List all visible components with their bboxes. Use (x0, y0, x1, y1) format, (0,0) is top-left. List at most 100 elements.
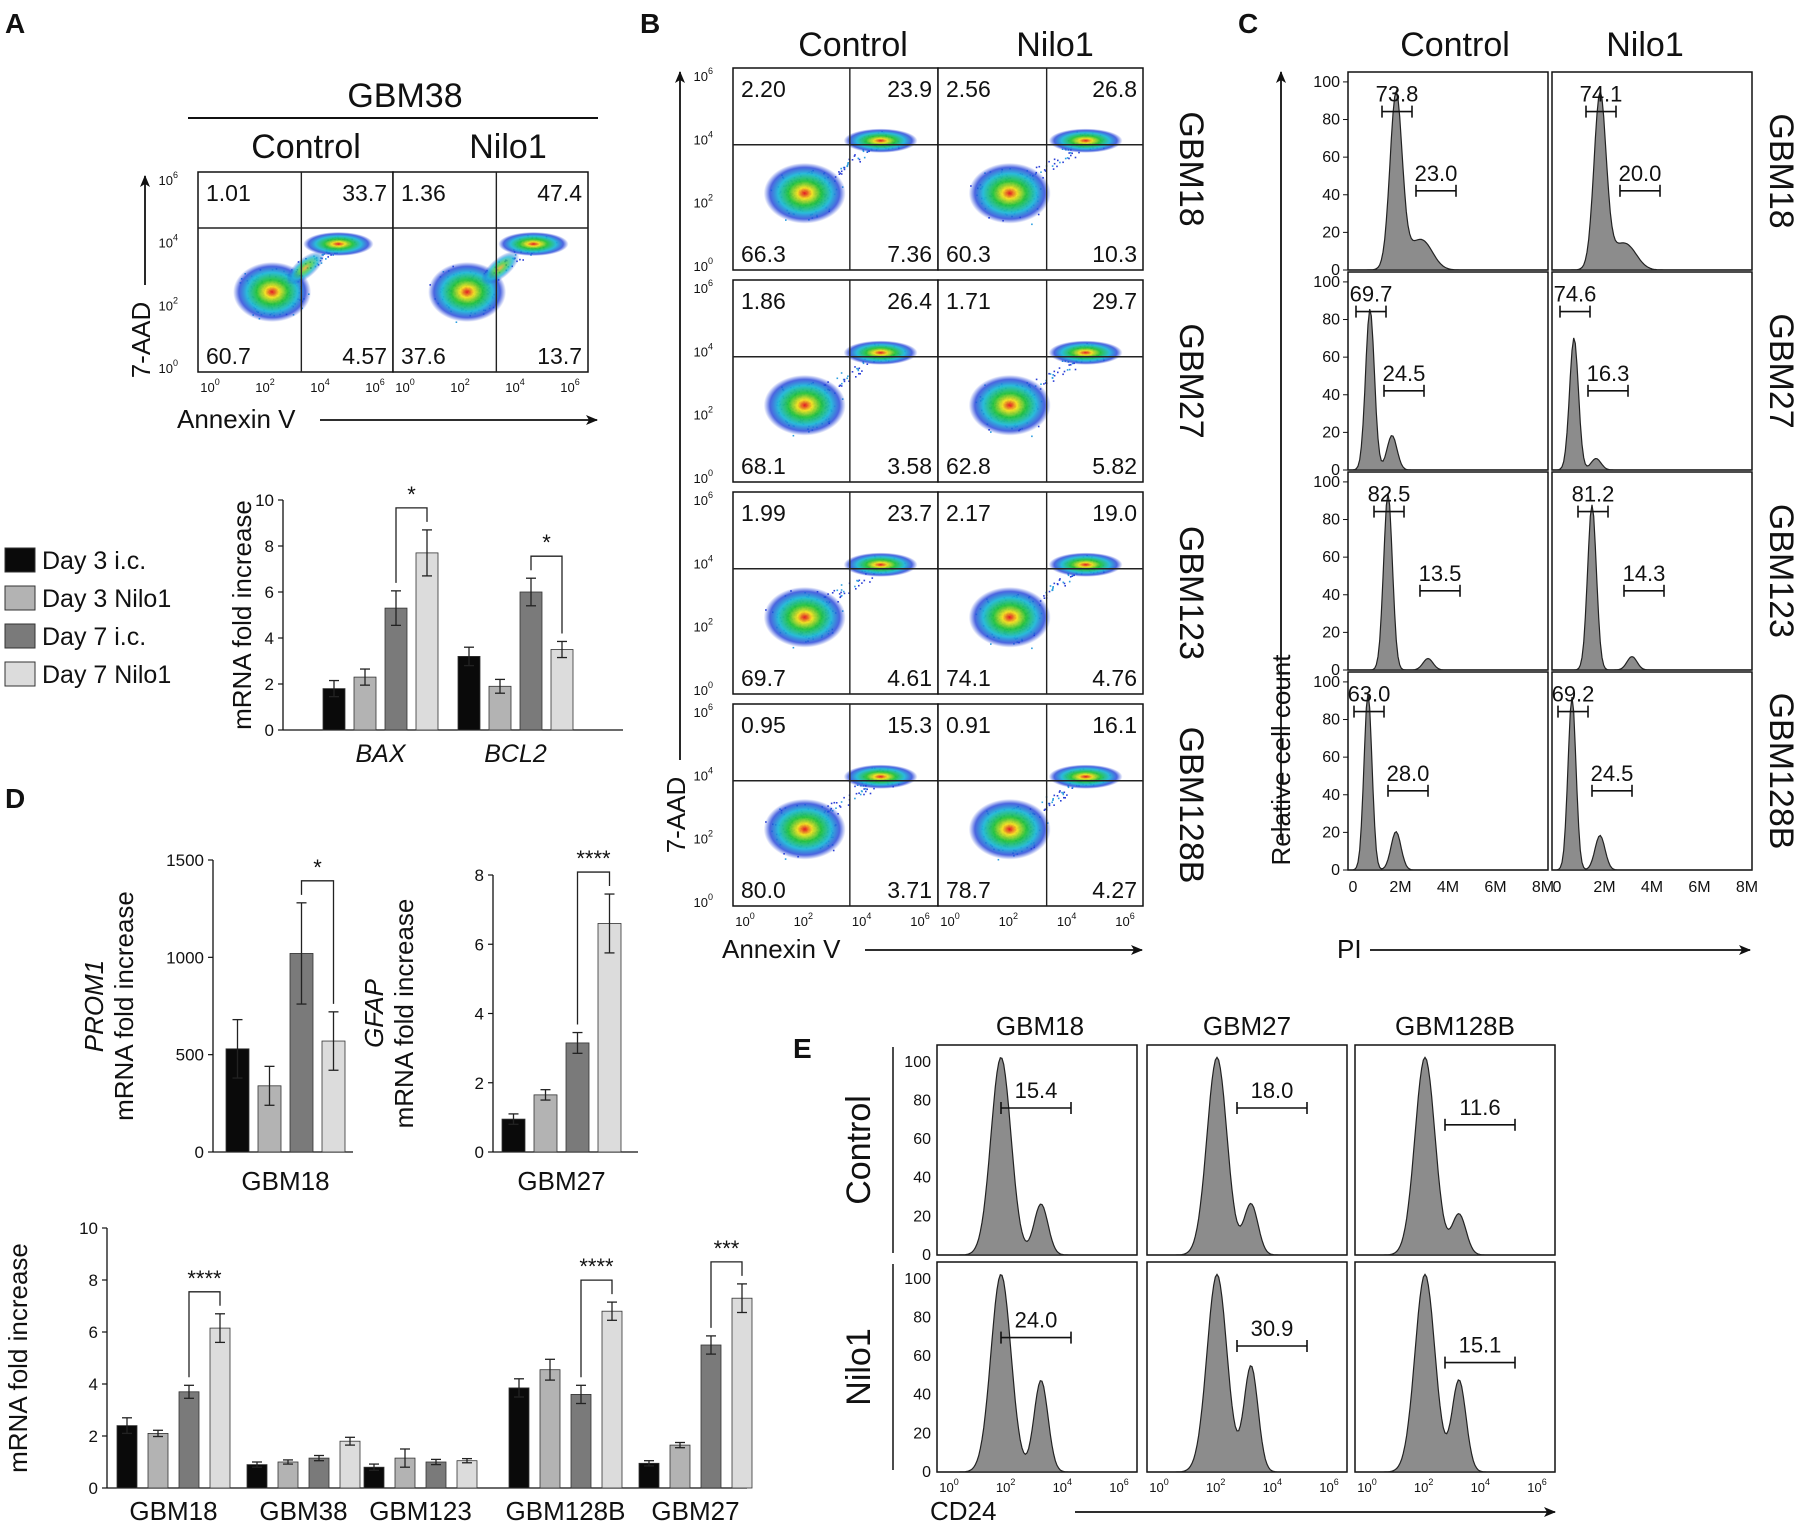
quadrant-value-lower-left: 60.7 (206, 343, 251, 369)
flow-dot (839, 806, 842, 808)
gate-value: 24.5 (1591, 761, 1634, 786)
e-histogram: 11.6 (1354, 1044, 1556, 1256)
flow-dot (1048, 160, 1050, 163)
bar (597, 923, 622, 1153)
flow-dot (840, 385, 843, 387)
flow-dot (1066, 369, 1069, 371)
flow-dot (859, 373, 861, 375)
flow-dot (836, 589, 839, 592)
bar (456, 1460, 478, 1489)
y-tick-exponent: 6 (173, 170, 178, 180)
x-tick-label: 106 (365, 377, 384, 395)
x-tick-exponent: 4 (1485, 1477, 1490, 1487)
y-tick-label: 100 (1313, 474, 1340, 491)
flow-dot (843, 592, 846, 595)
flow-dot (854, 785, 856, 788)
flow-dot (1063, 796, 1065, 799)
flow-dot (869, 581, 871, 583)
quadrant-value-lower-right: 3.71 (887, 877, 932, 903)
quadrant-value-lower-right: 13.7 (537, 343, 582, 369)
bar (116, 1425, 138, 1489)
c-histogram: 63.028.0 (1347, 671, 1549, 871)
flow-dot (1069, 576, 1072, 578)
bar (539, 1369, 561, 1489)
flow-dot (839, 384, 841, 387)
flow-dot (1031, 223, 1033, 226)
c-histograms: 73.823.074.120.0020406080100GBM1869.724.… (1266, 71, 1797, 964)
y-tick-label: 100 (904, 1271, 931, 1288)
histogram-curve (1147, 1273, 1347, 1473)
flow-dot (857, 157, 860, 160)
flow-plot: 1.71 29.762.8 5.82 (937, 279, 1144, 483)
x-tick-label: 8M (1736, 879, 1758, 896)
flow-dot (843, 796, 845, 799)
c-row-label: GBM128B (1762, 693, 1797, 850)
flow-upper-population (1048, 128, 1123, 153)
flow-main-population (763, 798, 846, 860)
a-x-axis-label: Annexin V (177, 404, 296, 434)
y-tick-label: 60 (1322, 349, 1340, 366)
a-title: GBM38 (347, 77, 462, 115)
flow-dot (1038, 165, 1041, 168)
flow-dot (847, 163, 849, 165)
quadrant-value-upper-left: 1.36 (401, 180, 446, 206)
flow-dot (1051, 165, 1054, 167)
y-tick-label: 100 (904, 1054, 931, 1071)
panel-label-a: A (5, 8, 25, 39)
flow-dot (1048, 372, 1050, 375)
flow-density-cloud (428, 232, 569, 323)
flow-dot (1043, 595, 1045, 597)
y-tick-exponent: 4 (708, 341, 713, 351)
flow-dot (1051, 589, 1054, 591)
bar (384, 607, 408, 731)
flow-dot (1068, 364, 1070, 366)
y-tick-label: 0 (265, 721, 274, 740)
bar (425, 1461, 447, 1489)
y-tick-label: 60 (913, 1348, 931, 1365)
x-tick-label: 102 (1414, 1477, 1433, 1495)
flow-dot (843, 378, 846, 381)
y-tick-label: 20 (1322, 424, 1340, 441)
bar (565, 1042, 590, 1153)
bar (700, 1344, 722, 1489)
bar (246, 1464, 268, 1489)
y-tick-label: 104 (694, 765, 713, 783)
x-tick-exponent: 0 (410, 377, 415, 387)
legend-swatch (4, 623, 36, 649)
y-tick-exponent: 0 (708, 256, 713, 266)
flow-dot (1062, 373, 1064, 376)
y-tick-label: 104 (694, 553, 713, 571)
flow-density-cloud (968, 340, 1123, 438)
legend-swatch (4, 547, 36, 573)
flow-dot (858, 579, 861, 582)
flow-dot (1069, 364, 1072, 366)
flow-dot (1035, 378, 1038, 381)
quadrant-value-lower-left: 62.8 (946, 453, 991, 479)
b-col-control: Control (798, 26, 908, 64)
flow-dot (1074, 368, 1077, 371)
y-tick-label: 40 (1322, 787, 1340, 804)
b-row-label: GBM123 (1172, 526, 1210, 660)
significance-label: * (542, 530, 551, 555)
flow-dot (861, 582, 863, 584)
gate-value: 30.9 (1251, 1316, 1294, 1341)
x-tick-label: 4M (1641, 879, 1663, 896)
quadrant-value-upper-left: 2.20 (741, 76, 786, 102)
x-tick-exponent: 0 (750, 911, 755, 921)
flow-density-cloud (968, 128, 1123, 226)
y-tick-exponent: 0 (708, 892, 713, 902)
gate-value: 24.5 (1383, 361, 1426, 386)
y-axis-label-gene: PROM1 (79, 960, 109, 1052)
flow-upper-population (498, 232, 569, 256)
quadrant-value-upper-right: 23.7 (887, 500, 932, 526)
flow-dot (1052, 374, 1054, 376)
e-x-axis-label: CD24 (930, 1496, 996, 1525)
y-tick-label: 104 (694, 341, 713, 359)
y-tick-label: 80 (1322, 512, 1340, 529)
flow-dot (1062, 581, 1065, 584)
quadrant-value-upper-right: 26.4 (887, 288, 932, 314)
flow-dot (1053, 158, 1056, 161)
y-tick-label: 60 (913, 1131, 931, 1148)
